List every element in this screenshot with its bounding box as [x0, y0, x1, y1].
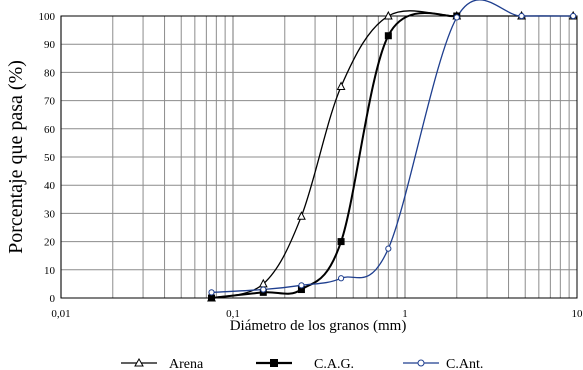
data-point: [383, 10, 393, 20]
data-point: [336, 81, 346, 90]
x-tick-label: 0,01: [51, 308, 70, 320]
y-tick-label: 70: [44, 96, 56, 108]
y-tick-label: 0: [50, 293, 56, 305]
legend-item-arena: Arena: [121, 357, 204, 370]
legend-label-cant: C.Ant.: [446, 357, 483, 370]
y-tick-label: 60: [44, 124, 56, 136]
data-point: [384, 32, 392, 40]
x-ticks: 0,01 0,1 1 10: [51, 308, 583, 320]
x-tick-label: 10: [572, 308, 583, 320]
y-axis-title: Porcentaje que pasa (%): [5, 60, 27, 254]
legend-label-arena: Arena: [169, 357, 204, 370]
legend-item-cant: C.Ant.: [403, 357, 483, 370]
legend-marker-arena: [134, 357, 144, 367]
legend-item-cag: C.A.G.: [256, 357, 354, 370]
legend-marker-cant: [417, 359, 425, 367]
data-point: [518, 12, 525, 20]
data-point: [260, 286, 267, 293]
data-point: [385, 245, 392, 252]
y-tick-label: 30: [44, 208, 56, 220]
y-ticks: 0 10 20 30 40 50 60 70 80 90 100: [39, 11, 56, 305]
y-tick-label: 20: [44, 237, 56, 249]
data-point: [337, 275, 345, 282]
y-tick-label: 80: [44, 67, 56, 79]
x-tick-label: 1: [402, 308, 408, 320]
y-tick-label: 100: [39, 11, 56, 23]
plot-frame: [60, 15, 578, 299]
data-point: [298, 282, 305, 289]
x-axis-title: Diámetro de los granos (mm): [230, 318, 407, 334]
series-line-1: [211, 11, 458, 299]
y-tick-label: 90: [44, 39, 56, 51]
x-tick-label: 0,1: [226, 308, 240, 320]
data-point: [208, 289, 215, 296]
data-point: [570, 12, 577, 20]
y-tick-label: 40: [44, 180, 56, 192]
series-markers: [207, 10, 578, 302]
legend: Arena C.A.G. C.Ant.: [121, 357, 483, 370]
data-point: [453, 14, 460, 21]
data-point: [297, 211, 306, 220]
data-point: [337, 238, 345, 246]
legend-label-cag: C.A.G.: [314, 357, 354, 370]
data-point: [208, 294, 216, 302]
series-line-0: [211, 10, 574, 299]
y-tick-label: 50: [44, 152, 56, 164]
y-tick-label: 10: [44, 265, 56, 277]
legend-marker-cag: [270, 359, 278, 367]
